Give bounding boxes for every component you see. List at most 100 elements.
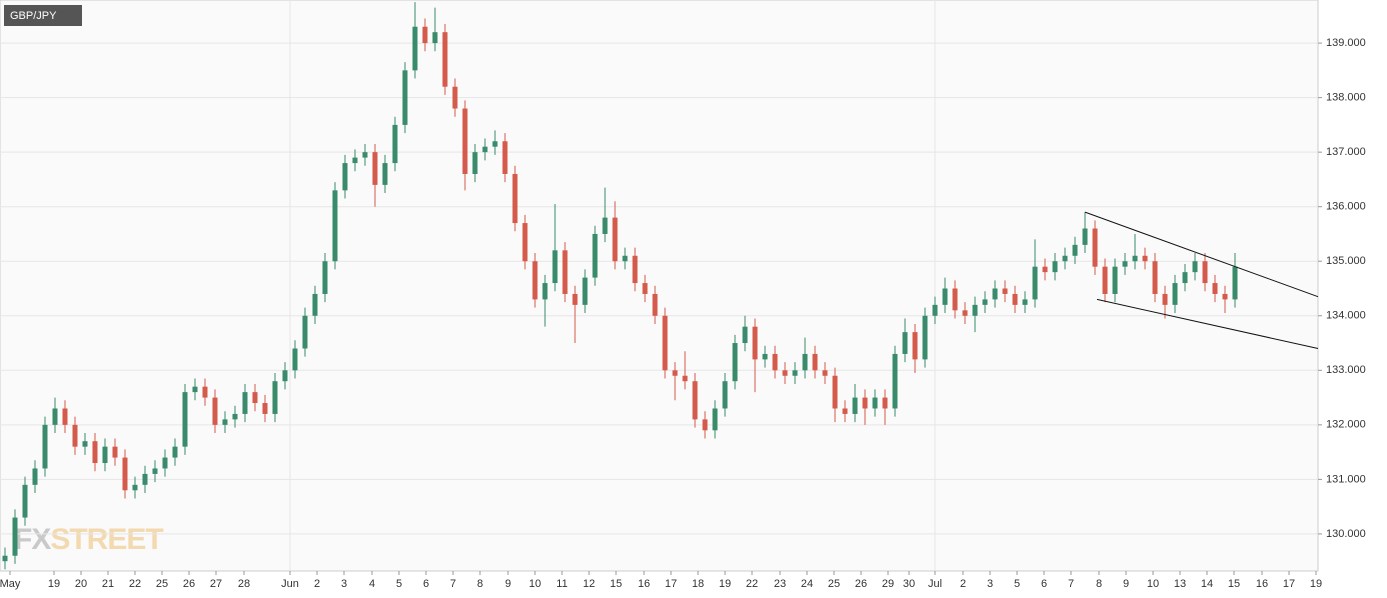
- x-tick-label: 18: [692, 578, 704, 590]
- y-tick-label: 135.000: [1326, 255, 1366, 267]
- candle-body: [532, 261, 538, 300]
- x-tick-label: 19: [719, 578, 731, 590]
- candle-body: [852, 397, 858, 414]
- candle-body: [1052, 261, 1058, 273]
- candle-body: [242, 392, 248, 414]
- candle-body: [52, 408, 58, 425]
- candle-body: [442, 32, 448, 87]
- candle-body: [732, 343, 738, 382]
- candle-body: [542, 283, 548, 300]
- candle-body: [422, 26, 428, 44]
- candle-body: [882, 397, 888, 409]
- candle-body: [642, 283, 648, 294]
- candle-body: [552, 250, 558, 284]
- candle-body: [312, 293, 318, 316]
- candle-body: [1192, 261, 1198, 273]
- x-tick-label: 7: [1068, 578, 1074, 590]
- x-tick-label: 5: [1014, 578, 1020, 590]
- candle-body: [92, 441, 98, 464]
- candle-body: [22, 484, 28, 518]
- candle-body: [102, 446, 108, 464]
- x-tick-label: 26: [855, 578, 867, 590]
- x-tick-label: Jul: [928, 578, 942, 590]
- candle-body: [952, 288, 958, 311]
- candle-body: [1102, 266, 1108, 294]
- candle-body: [872, 397, 878, 409]
- candle-body: [482, 146, 488, 153]
- candle-body: [412, 26, 418, 71]
- symbol: GBP/JPY: [10, 10, 57, 22]
- candle-body: [432, 32, 438, 44]
- candle-body: [1182, 272, 1188, 284]
- candle-body: [392, 124, 398, 164]
- candle-body: [572, 293, 578, 305]
- candle-body: [992, 288, 998, 300]
- y-tick-label: 134.000: [1326, 310, 1366, 322]
- candle-body: [232, 413, 238, 420]
- candle-body: [842, 408, 848, 414]
- candle-body: [902, 332, 908, 354]
- x-tick-label: 17: [1283, 578, 1295, 590]
- candle-body: [922, 315, 928, 360]
- candle-body: [652, 293, 658, 316]
- watermark-prefix: FX: [14, 523, 51, 556]
- y-tick-label: 138.000: [1326, 92, 1366, 104]
- x-tick-label: 12: [583, 578, 595, 590]
- x-tick-label: 10: [1147, 578, 1159, 590]
- candle-body: [1082, 228, 1088, 245]
- x-tick-label: 15: [610, 578, 622, 590]
- candle-body: [982, 299, 988, 305]
- candle-body: [2, 555, 8, 562]
- candle-body: [762, 353, 768, 360]
- candle-body: [752, 326, 758, 360]
- candle-body: [1162, 293, 1168, 305]
- candle-body: [522, 223, 528, 262]
- candle-body: [212, 397, 218, 425]
- candle-body: [802, 353, 808, 371]
- y-tick-label: 132.000: [1326, 419, 1366, 431]
- x-tick-label: 2: [314, 578, 320, 590]
- x-tick-label: 11: [556, 578, 567, 590]
- candle-body: [472, 152, 478, 174]
- candle-body: [1132, 255, 1138, 262]
- candle-body: [672, 370, 678, 376]
- y-tick-label: 133.000: [1326, 364, 1366, 376]
- x-tick-label: 16: [638, 578, 650, 590]
- y-tick-label: 136.000: [1326, 201, 1366, 213]
- x-tick-label: 4: [369, 578, 375, 590]
- candle-body: [282, 370, 288, 382]
- candle-body: [692, 381, 698, 420]
- candle-body: [172, 446, 178, 458]
- candle-body: [402, 70, 408, 125]
- candle-body: [1232, 266, 1238, 300]
- candle-body: [162, 457, 168, 469]
- candle-body: [742, 326, 748, 344]
- candle-body: [352, 157, 358, 164]
- y-tick-label: 130.000: [1326, 528, 1366, 540]
- x-tick-label: 10: [529, 578, 541, 590]
- candle-body: [1072, 244, 1078, 256]
- x-tick-label: 22: [129, 578, 141, 590]
- candle-body: [1062, 255, 1068, 262]
- candle-body: [132, 484, 138, 491]
- candle-body: [492, 141, 498, 147]
- y-tick-label: 137.000: [1326, 146, 1366, 158]
- candle-body: [192, 386, 198, 393]
- candle-body: [362, 152, 368, 158]
- candle-body: [1022, 299, 1028, 305]
- candle-body: [712, 408, 718, 431]
- candle-body: [112, 446, 118, 458]
- candle-body: [252, 392, 258, 404]
- candle-body: [342, 163, 348, 191]
- candle-body: [1142, 255, 1148, 262]
- candle-body: [602, 217, 608, 234]
- x-tick-label: 19: [1310, 578, 1322, 590]
- x-tick-label: 8: [1096, 578, 1102, 590]
- x-tick-label: 15: [1228, 578, 1240, 590]
- candle-body: [262, 403, 268, 414]
- candle-body: [62, 408, 68, 425]
- candle-body: [1202, 261, 1208, 284]
- candle-body: [702, 419, 708, 431]
- candle-body: [892, 353, 898, 409]
- candle-body: [912, 332, 918, 360]
